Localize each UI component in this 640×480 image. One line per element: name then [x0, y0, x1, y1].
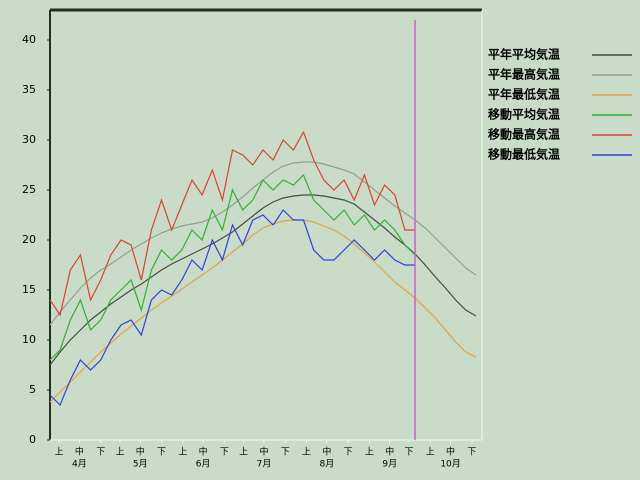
y-tick-label: 10: [22, 333, 36, 346]
x-tick-label: 上: [115, 447, 124, 458]
y-tick-label: 40: [22, 33, 36, 46]
x-tick-label: 下: [467, 448, 476, 458]
x-tick-label: 中: [259, 446, 268, 458]
series-line: [49, 173, 416, 361]
y-tick-label: 15: [22, 283, 36, 296]
series-line: [49, 209, 416, 407]
legend-label: 平年平均気温: [488, 47, 560, 62]
x-tick-label: 下: [157, 448, 166, 458]
x-tick-label: 下: [281, 448, 290, 458]
x-tick-label: 下: [96, 448, 105, 458]
series-line: [49, 130, 416, 317]
y-tick-label: 30: [22, 133, 36, 146]
month-label: 9月: [382, 459, 397, 470]
month-label: 10月: [440, 459, 460, 470]
x-tick-label: 上: [302, 447, 311, 458]
y-tick-label: 25: [22, 183, 36, 196]
legend-label: 平年最高気温: [488, 67, 560, 82]
month-label: 5月: [133, 459, 148, 470]
x-tick-label: 上: [55, 447, 64, 458]
y-tick-label: 35: [22, 83, 36, 96]
month-label: 7月: [257, 459, 272, 470]
month-label: 8月: [319, 459, 334, 470]
legend-label: 移動最低気温: [488, 147, 560, 162]
x-tick-label: 下: [344, 448, 353, 458]
x-tick-label: 中: [75, 446, 84, 458]
legend-label: 平年最低気温: [488, 87, 560, 102]
legend-label: 移動最高気温: [488, 127, 560, 142]
series-line: [49, 219, 477, 403]
x-tick-label: 中: [385, 446, 394, 458]
x-tick-label: 中: [446, 446, 455, 458]
x-tick-label: 下: [220, 448, 229, 458]
series-line: [49, 161, 477, 326]
x-tick-label: 中: [199, 446, 208, 458]
month-label: 4月: [72, 459, 87, 470]
x-tick-label: 上: [426, 447, 435, 458]
x-tick-label: 中: [322, 446, 331, 458]
x-tick-label: 中: [136, 446, 145, 458]
legend-label: 移動平均気温: [488, 107, 560, 122]
y-tick-label: 20: [22, 233, 36, 246]
x-tick-label: 上: [239, 447, 248, 458]
month-label: 6月: [196, 459, 211, 470]
x-tick-label: 上: [178, 447, 187, 458]
x-tick-label: 下: [404, 448, 413, 458]
x-tick-label: 上: [365, 447, 374, 458]
y-tick-label: 5: [29, 383, 36, 396]
y-tick-label: 0: [29, 433, 36, 446]
